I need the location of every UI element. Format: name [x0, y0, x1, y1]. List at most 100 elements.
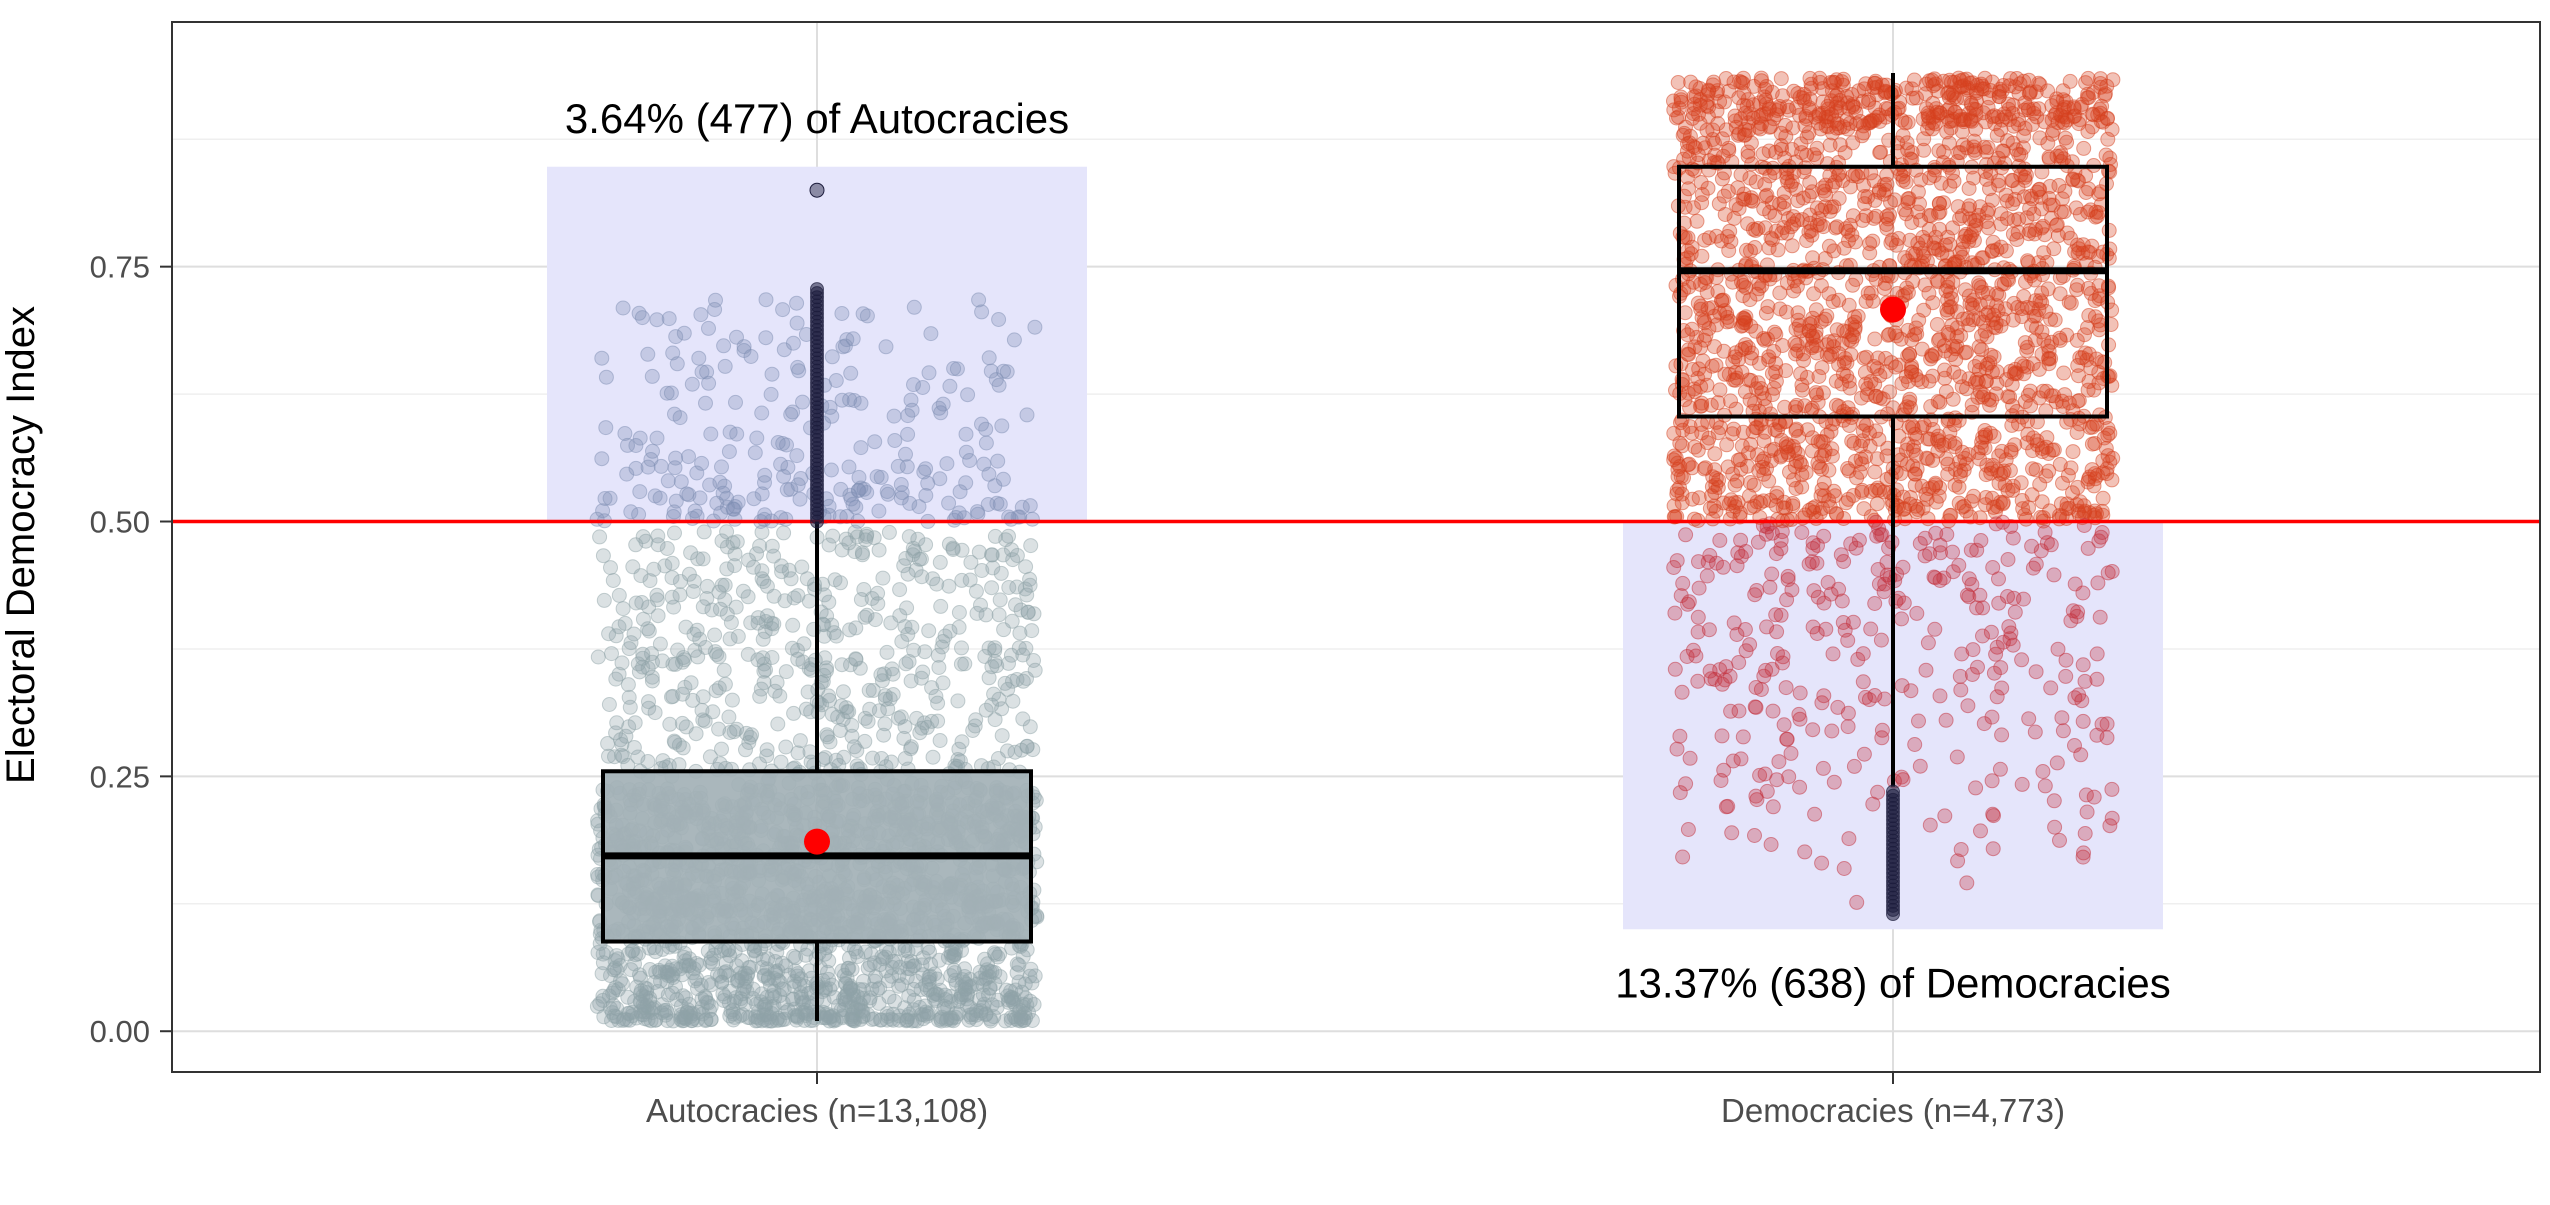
- data-point: [1933, 689, 1947, 703]
- data-point: [2002, 273, 2016, 287]
- data-point: [1004, 512, 1018, 526]
- data-point: [646, 444, 660, 458]
- data-point: [1951, 854, 1965, 868]
- data-point: [2053, 457, 2067, 471]
- data-point: [849, 621, 863, 635]
- data-point: [1825, 724, 1839, 738]
- data-point: [595, 452, 609, 466]
- data-point: [931, 714, 945, 728]
- data-point: [678, 680, 692, 694]
- data-point: [845, 962, 859, 976]
- data-point: [1962, 590, 1976, 604]
- data-point: [1744, 136, 1758, 150]
- data-point: [723, 425, 737, 439]
- data-point: [1996, 635, 2010, 649]
- data-point: [747, 492, 761, 506]
- data-point: [2015, 653, 2029, 667]
- data-point: [801, 942, 815, 956]
- data-point: [786, 618, 800, 632]
- data-point: [1989, 517, 2003, 531]
- data-point: [765, 622, 779, 636]
- data-point: [2018, 336, 2032, 350]
- data-point: [1956, 73, 1970, 87]
- data-point: [993, 970, 1007, 984]
- data-point: [901, 427, 915, 441]
- data-point: [1758, 767, 1772, 781]
- data-point: [1713, 383, 1727, 397]
- data-point: [1815, 856, 1829, 870]
- data-point: [1015, 500, 1029, 514]
- data-point: [780, 438, 794, 452]
- data-point: [1020, 408, 1034, 422]
- data-point: [1931, 429, 1945, 443]
- data-point: [907, 300, 921, 314]
- data-point: [1676, 423, 1690, 437]
- data-point: [718, 359, 732, 373]
- data-point: [2066, 445, 2080, 459]
- data-point: [641, 347, 655, 361]
- data-point: [622, 690, 636, 704]
- data-point: [1831, 700, 1845, 714]
- data-point: [1937, 571, 1951, 585]
- data-point: [933, 555, 947, 569]
- data-point: [1993, 82, 2007, 96]
- data-point: [1990, 690, 2004, 704]
- data-point: [2059, 669, 2073, 683]
- data-point: [1868, 113, 1882, 127]
- data-point: [1774, 542, 1788, 556]
- data-point: [673, 411, 687, 425]
- data-point: [612, 620, 626, 634]
- data-point: [1904, 491, 1918, 505]
- data-point: [714, 506, 728, 520]
- data-point: [781, 460, 795, 474]
- data-point: [1692, 581, 1706, 595]
- data-point: [2081, 71, 2095, 85]
- data-point: [2021, 427, 2035, 441]
- data-point: [1806, 723, 1820, 737]
- data-point: [654, 459, 668, 473]
- data-point: [750, 431, 764, 445]
- data-point: [1751, 535, 1765, 549]
- data-point: [1676, 850, 1690, 864]
- data-point: [996, 472, 1010, 486]
- data-point: [1794, 458, 1808, 472]
- data-point: [1780, 732, 1794, 746]
- data-point: [1809, 303, 1823, 317]
- data-point: [1947, 174, 1961, 188]
- data-point: [1900, 281, 1914, 295]
- data-point: [2044, 538, 2058, 552]
- data-point: [696, 690, 710, 704]
- data-point: [2035, 325, 2049, 339]
- data-point: [1751, 222, 1765, 236]
- data-point: [1830, 220, 1844, 234]
- data-point: [645, 670, 659, 684]
- data-point: [2036, 765, 2050, 779]
- data-point: [1744, 351, 1758, 365]
- data-point: [2062, 295, 2076, 309]
- data-point: [789, 951, 803, 965]
- data-point: [1706, 512, 1720, 526]
- data-point: [2076, 714, 2090, 728]
- data-point: [786, 405, 800, 419]
- data-point: [658, 559, 672, 573]
- data-point: [975, 305, 989, 319]
- data-point: [1779, 364, 1793, 378]
- data-point: [1760, 188, 1774, 202]
- data-point: [1736, 730, 1750, 744]
- data-point: [1984, 625, 1998, 639]
- data-point: [2068, 739, 2082, 753]
- data-point: [715, 460, 729, 474]
- data-point: [1748, 829, 1762, 843]
- data-point: [1769, 145, 1783, 159]
- data-point: [969, 1013, 983, 1027]
- data-point: [599, 421, 613, 435]
- data-point: [987, 687, 1001, 701]
- data-point: [753, 757, 767, 771]
- data-point: [1675, 487, 1689, 501]
- data-point: [1980, 206, 1994, 220]
- data-point: [2077, 141, 2091, 155]
- data-point: [739, 743, 753, 757]
- data-point: [1946, 545, 1960, 559]
- data-point: [720, 540, 734, 554]
